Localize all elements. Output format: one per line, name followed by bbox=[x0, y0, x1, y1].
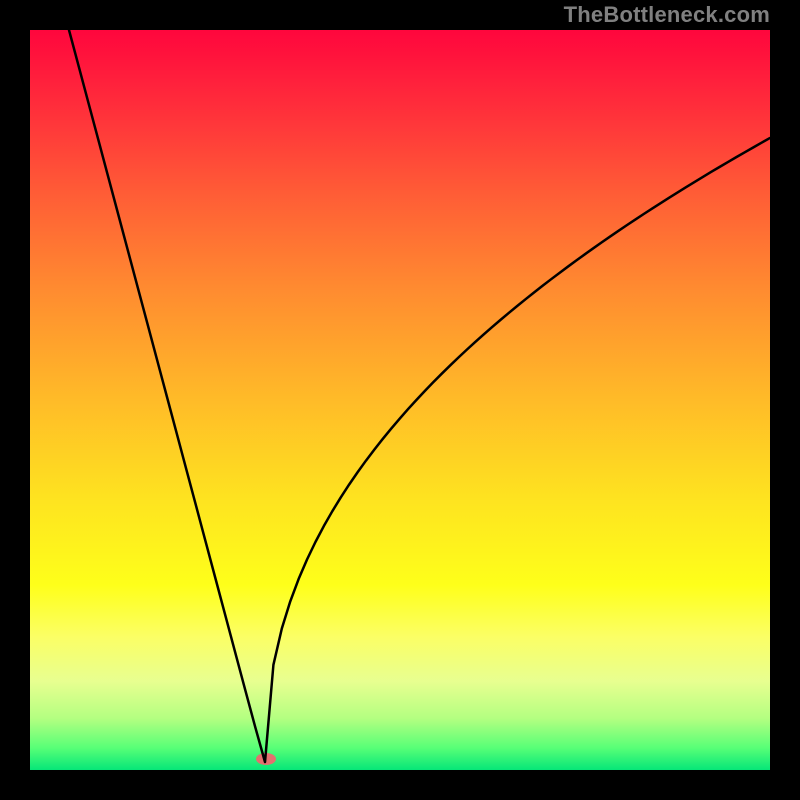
watermark-text: TheBottleneck.com bbox=[564, 2, 770, 28]
chart-gradient-background bbox=[30, 30, 770, 770]
figure-frame: TheBottleneck.com bbox=[0, 0, 800, 800]
bottleneck-chart bbox=[30, 30, 770, 770]
